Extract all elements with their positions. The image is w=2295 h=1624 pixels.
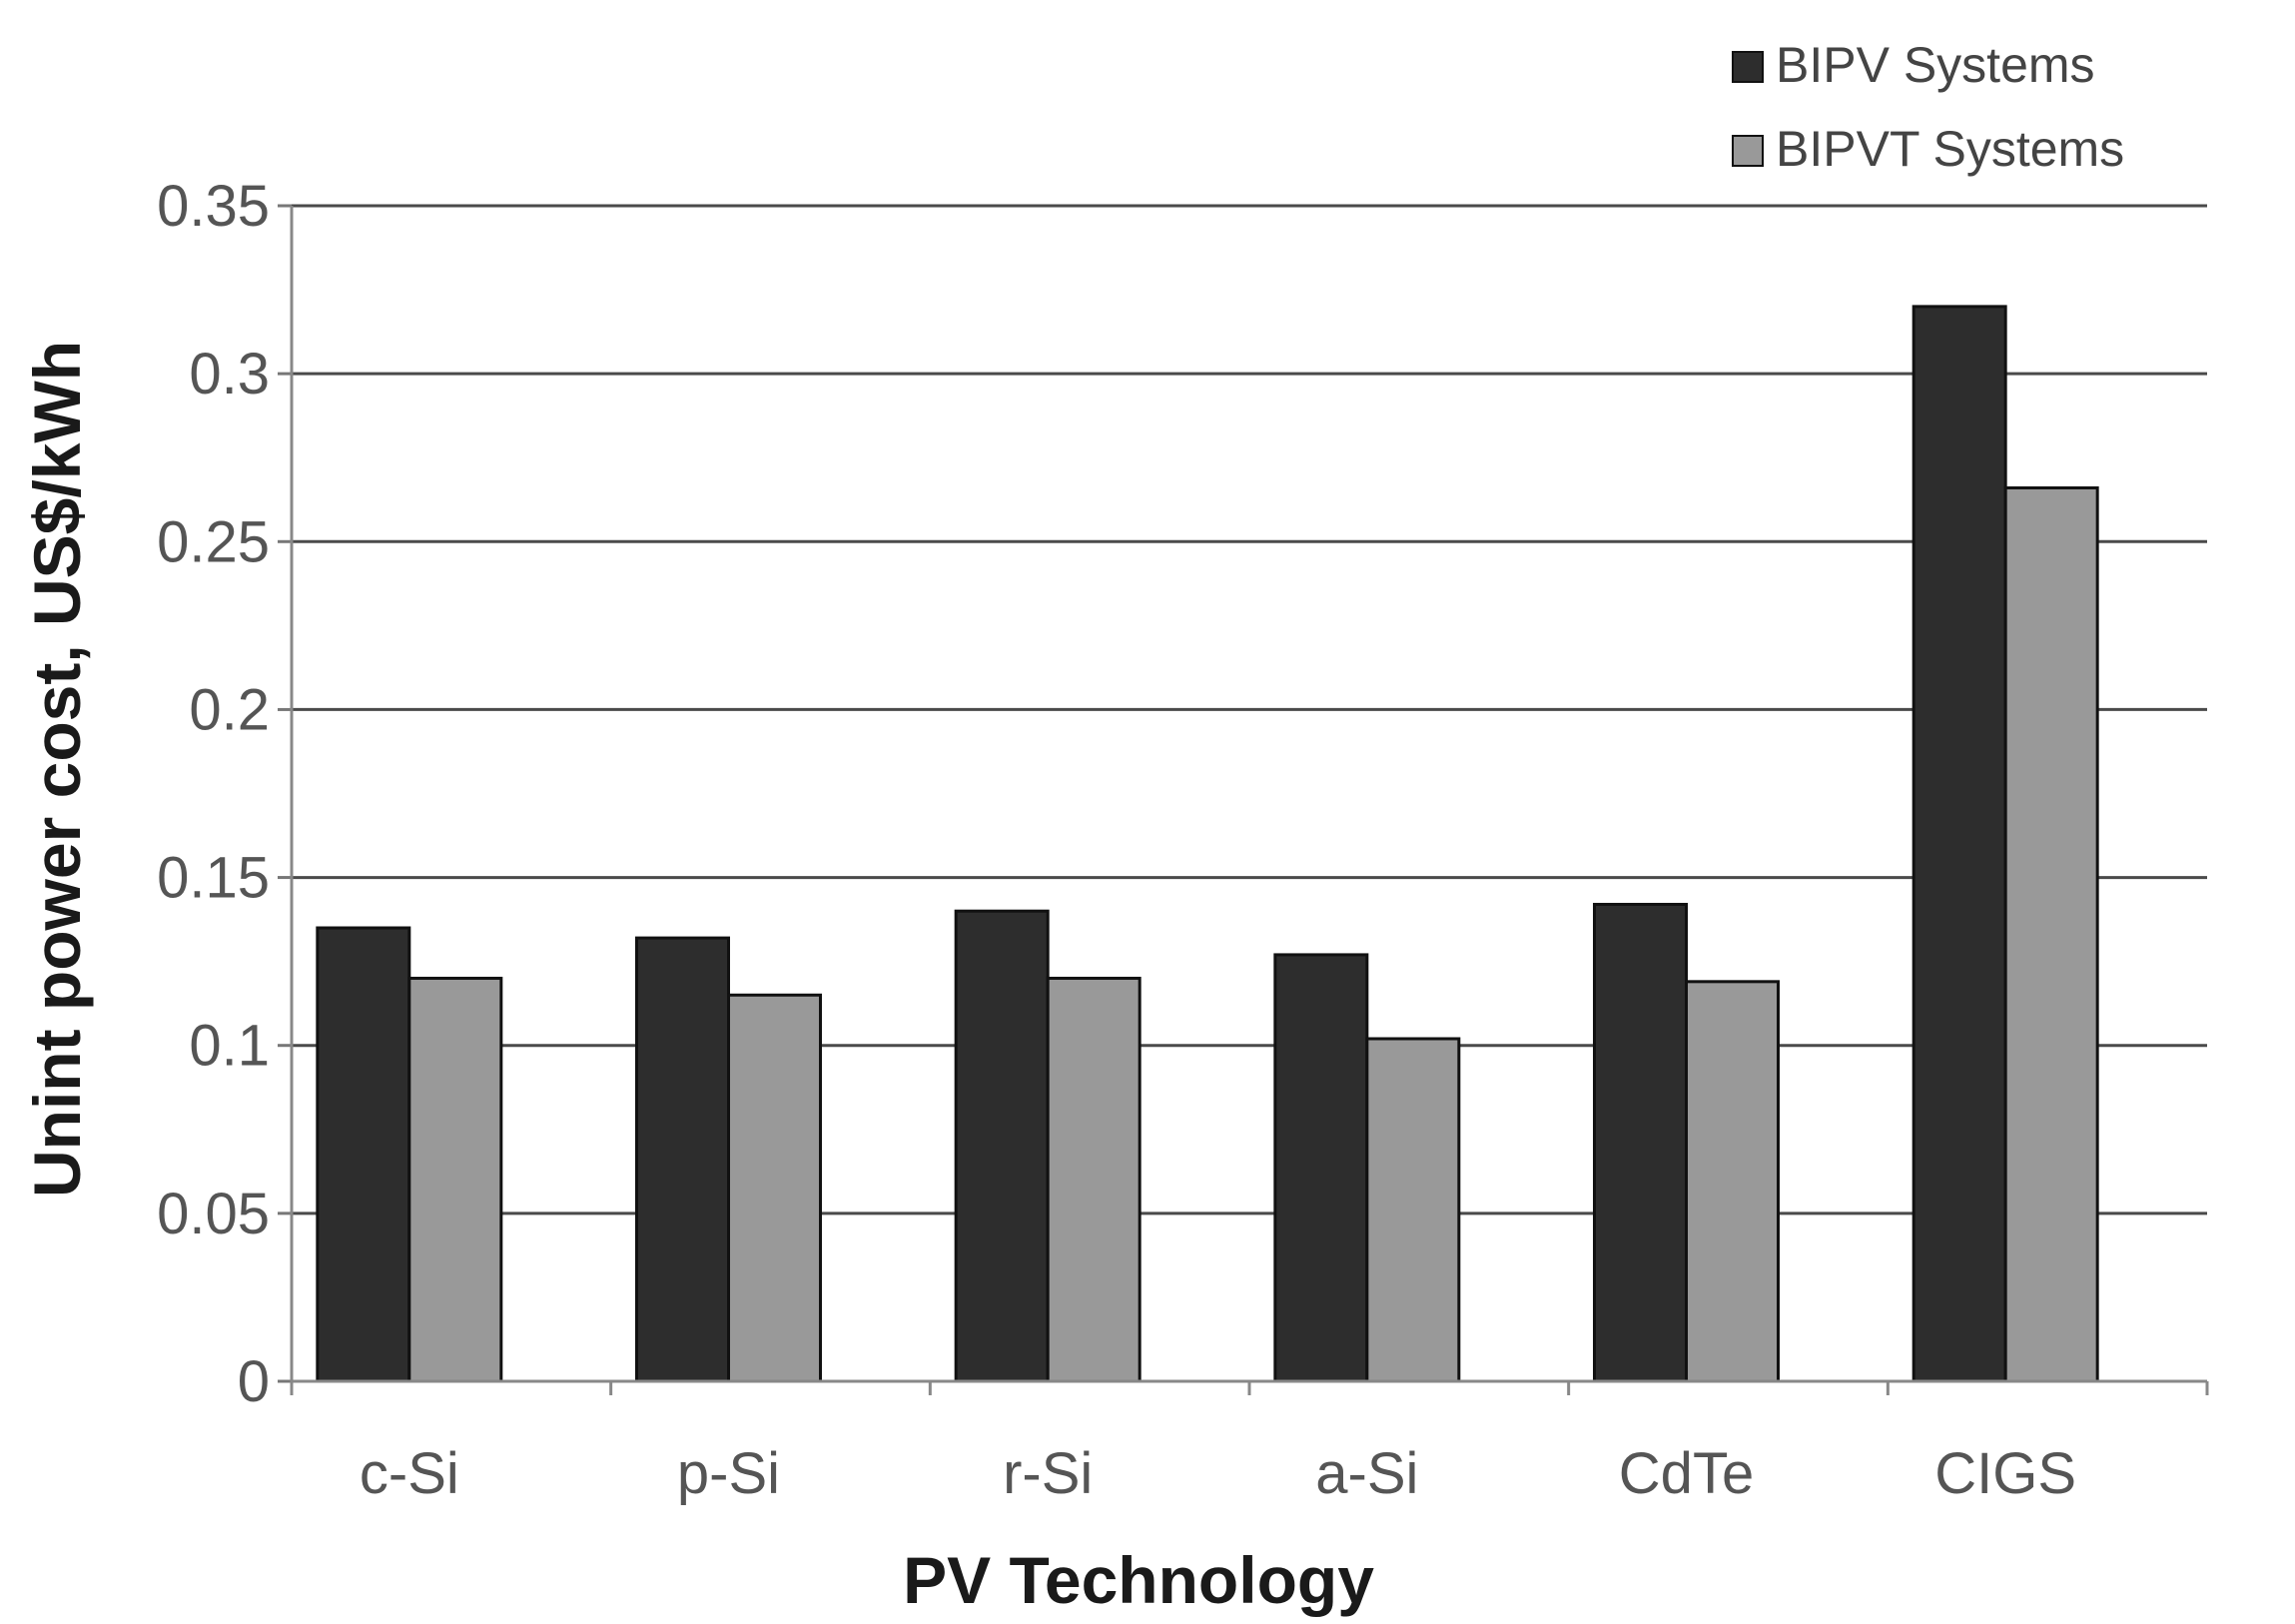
bar-bipvt-cigs [2003, 485, 2099, 1383]
y-tick-label: 0.05 [157, 1182, 270, 1246]
x-tick-label: CdTe [1619, 1441, 1754, 1506]
x-axis-title: PV Technology [903, 1543, 1374, 1617]
y-tick-label: 0.35 [157, 174, 270, 239]
bar-bipvt-c-si [407, 976, 503, 1383]
y-tick-label: 0.3 [189, 342, 270, 406]
bars [316, 305, 2099, 1383]
tick-labels: 0 0.05 0.1 0.15 0.2 0.25 0.3 0.35 c-Si p-Si r-Si a-… [157, 174, 2076, 1506]
legend-label-bipv: BIPV Systems [1776, 37, 2095, 93]
bar-bipv-r-si [954, 909, 1050, 1383]
axes [278, 204, 2209, 1395]
bar-bipvt-cdte [1685, 980, 1780, 1383]
y-tick-label: 0.2 [189, 677, 270, 742]
bar-bipvt-p-si [727, 993, 822, 1383]
y-tick-label: 0.1 [189, 1014, 270, 1079]
y-axis-title: Unint power cost, US$/kWh [20, 341, 94, 1198]
bar-bipv-a-si [1273, 953, 1369, 1383]
bar-bipv-p-si [635, 936, 730, 1383]
bar-bipv-cigs [1912, 305, 2007, 1383]
x-tick-label: c-Si [360, 1441, 459, 1506]
x-tick-label: r-Si [1003, 1441, 1093, 1506]
x-tick-label: CIGS [1934, 1441, 2076, 1506]
x-tick-label: p-Si [677, 1441, 780, 1506]
bar-bipv-cdte [1593, 902, 1688, 1383]
legend: BIPV Systems BIPVT Systems [1732, 37, 2124, 177]
y-tick-label: 0.25 [157, 509, 270, 574]
legend-label-bipvt: BIPVT Systems [1776, 121, 2124, 177]
legend-swatch-bipvt [1732, 135, 1764, 167]
gridlines [292, 204, 2207, 1216]
bar-bipvt-a-si [1365, 1037, 1461, 1383]
bar-bipvt-r-si [1046, 976, 1142, 1383]
y-tick-label: 0 [238, 1349, 270, 1414]
x-tick-label: a-Si [1315, 1441, 1418, 1506]
legend-swatch-bipv [1732, 51, 1764, 83]
y-tick-label: 0.15 [157, 846, 270, 911]
bar-bipv-c-si [316, 926, 411, 1383]
